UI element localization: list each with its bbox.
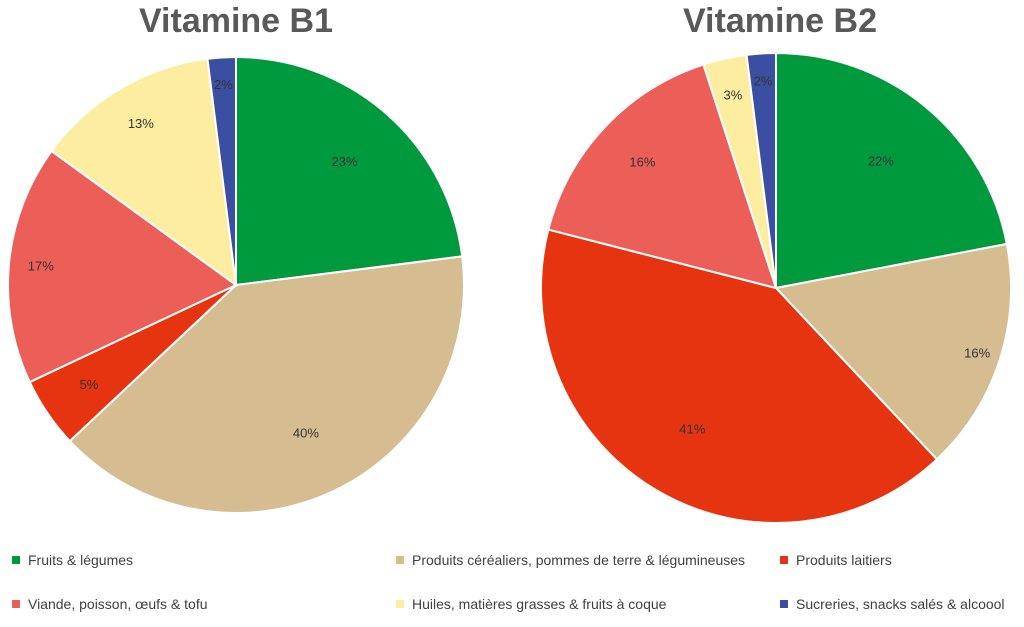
data-label-produits-cerealiers: 16%	[964, 345, 990, 360]
data-label-fruits-legumes: 23%	[332, 154, 358, 169]
pie-slice-huiles-matieres-grasses	[50, 57, 238, 288]
legend-swatch	[780, 556, 788, 564]
legend-item-fruits-legumes: Fruits & légumes	[0, 552, 396, 568]
pie-slice-sucreries-snacks	[745, 51, 777, 289]
legend-label: Huiles, matières grasses & fruits à coqu…	[412, 596, 667, 612]
legend-label: Fruits & légumes	[28, 552, 134, 568]
data-label-produits-cerealiers: 40%	[293, 426, 319, 441]
chart-title-b1: Vitamine B1	[138, 2, 333, 40]
legend-swatch	[12, 556, 20, 564]
pie-chart-b1: 23% 40% 5% 17% 13% 2%	[7, 55, 465, 514]
legend-item-produits-laitiers: Produits laitiers	[780, 552, 1024, 568]
data-label-viande-poisson: 17%	[28, 259, 54, 274]
pie-chart-b2: 22% 16% 41% 16% 3% 2%	[540, 51, 1012, 524]
legend-item-sucreries-snacks: Sucreries, snacks salés & alcoool	[780, 596, 1024, 612]
pie-slice-viande-poisson	[547, 63, 778, 290]
data-label-huiles-matieres-grasses: 13%	[128, 116, 154, 131]
legend: Fruits & légumes Produits céréaliers, po…	[0, 538, 1024, 627]
legend-label: Produits laitiers	[796, 552, 892, 568]
data-label-produits-laitiers: 5%	[80, 377, 99, 392]
data-label-sucreries-snacks: 2%	[754, 74, 773, 89]
chart-title-b2: Vitamine B2	[682, 2, 877, 40]
data-label-produits-laitiers: 41%	[679, 422, 705, 437]
legend-item-huiles-matieres-grasses: Huiles, matières grasses & fruits à coqu…	[396, 596, 780, 612]
legend-item-viande-poisson: Viande, poisson, œufs & tofu	[0, 596, 396, 612]
legend-item-produits-cerealiers: Produits céréaliers, pommes de terre & l…	[396, 552, 780, 568]
legend-label: Produits céréaliers, pommes de terre & l…	[412, 552, 746, 568]
pie-slice-fruits-legumes	[235, 55, 464, 287]
pie-slice-produits-cerealiers	[774, 242, 1012, 461]
data-label-huiles-matieres-grasses: 3%	[724, 87, 743, 102]
legend-swatch	[396, 556, 404, 564]
legend-swatch	[396, 600, 404, 608]
legend-label: Sucreries, snacks salés & alcoool	[796, 596, 1005, 612]
legend-swatch	[780, 600, 788, 608]
charts-area: Vitamine B1 Vitamine B2 23% 40% 5% 17% 13% 2%…	[7, 2, 1012, 524]
pie-slice-produits-laitiers	[540, 228, 939, 524]
pie-slice-produits-cerealiers	[68, 255, 465, 514]
pie-slice-sucreries-snacks	[206, 55, 237, 286]
legend-label: Viande, poisson, œufs & tofu	[28, 596, 208, 612]
pie-slice-fruits-legumes	[775, 51, 1009, 290]
legend-swatch	[12, 600, 20, 608]
pie-charts-svg: 23% 40% 5% 17% 13% 2% 22% 16% 41% 16% 3% 2%	[7, 51, 1012, 524]
data-label-fruits-legumes: 22%	[868, 153, 894, 168]
data-label-sucreries-snacks: 2%	[214, 77, 233, 92]
pie-slice-viande-poisson	[7, 149, 238, 384]
data-label-viande-poisson: 16%	[629, 155, 655, 170]
